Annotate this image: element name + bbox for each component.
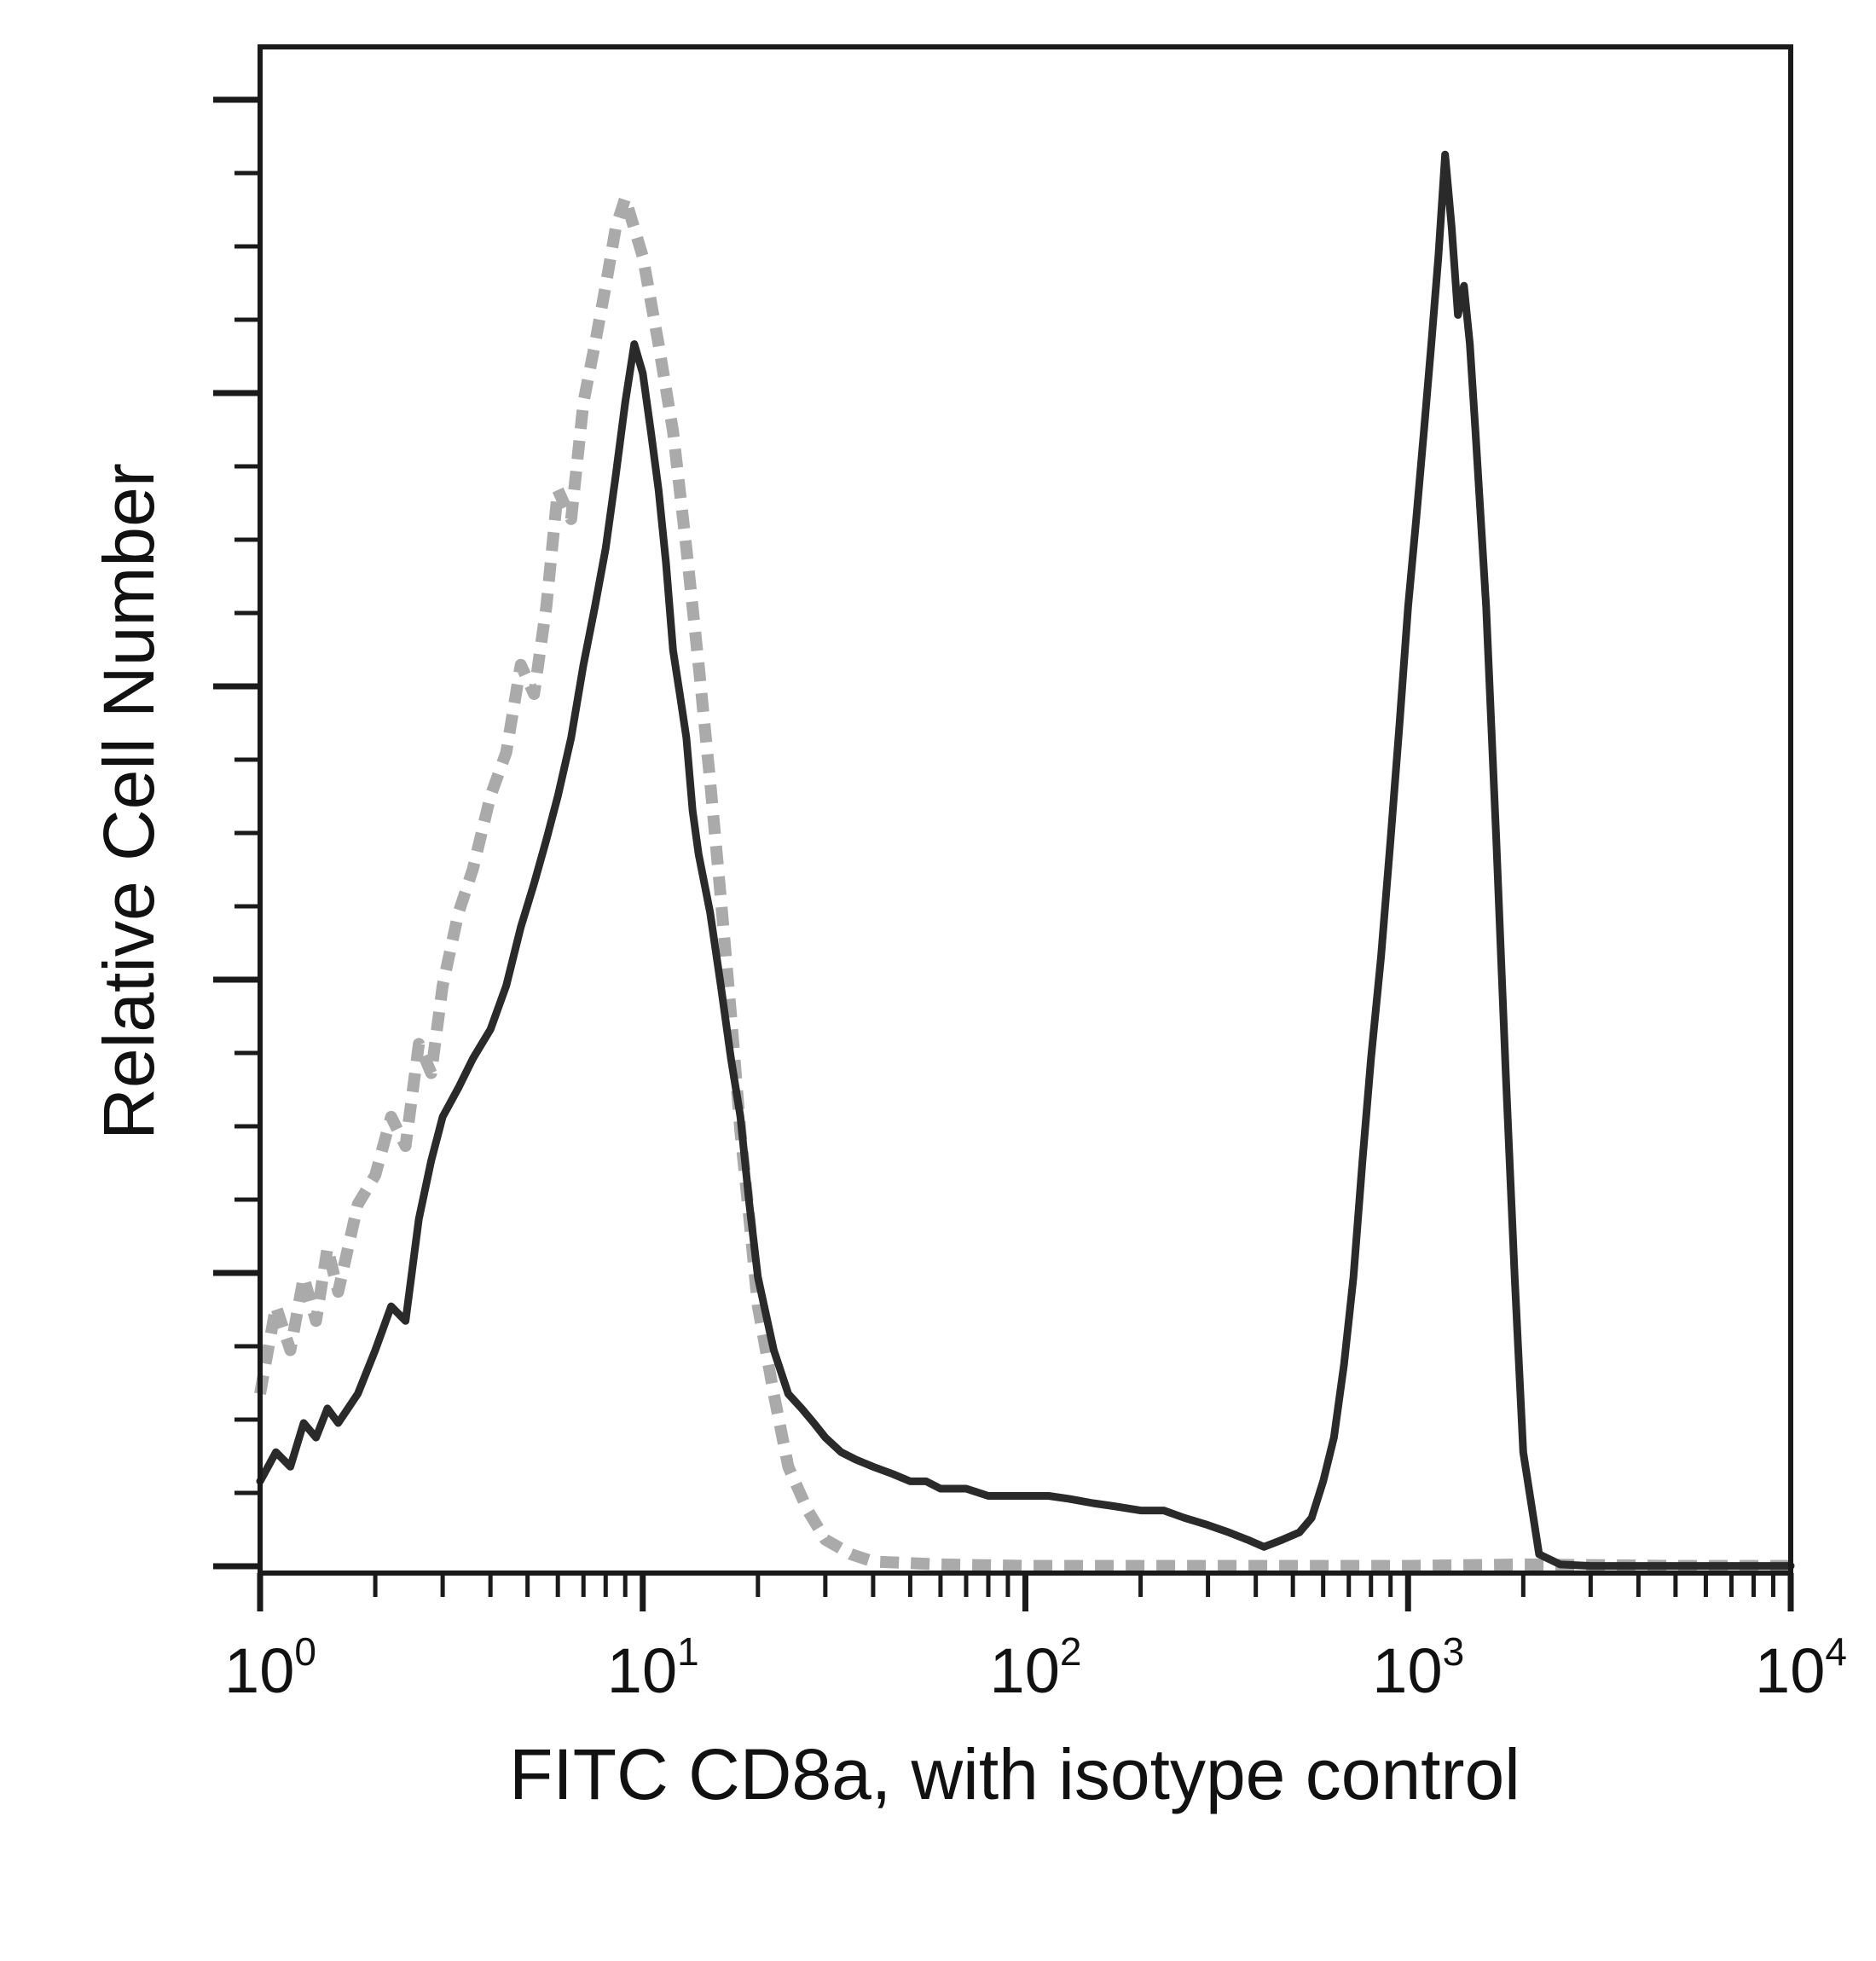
x-tick-label-exponent: 0: [294, 1629, 316, 1674]
x-tick-label-exponent: 2: [1060, 1629, 1082, 1674]
x-axis-tick-labels: 100 101 102 103 104: [224, 1629, 1847, 1706]
x-axis-ticks: [257, 1573, 1794, 1611]
x-tick-label-base: 10: [607, 1635, 677, 1706]
x-tick-label: 102: [990, 1629, 1082, 1706]
x-tick-label: 104: [1755, 1629, 1847, 1706]
x-axis-label: FITC CD8a, with isotype control: [509, 1734, 1520, 1814]
x-tick-label-exponent: 4: [1825, 1629, 1847, 1674]
x-tick-label-exponent: 1: [677, 1629, 699, 1674]
y-axis-label: Relative Cell Number: [89, 463, 169, 1140]
x-tick-label: 103: [1372, 1629, 1464, 1706]
x-tick-label-base: 10: [990, 1635, 1060, 1706]
cd8a-series-line: [256, 150, 1795, 1571]
y-axis-ticks: [213, 96, 260, 1570]
series-layer: [254, 150, 1795, 1572]
x-tick-label-exponent: 3: [1443, 1629, 1465, 1674]
x-tick-label-base: 10: [1755, 1635, 1825, 1706]
x-tick-label-base: 10: [224, 1635, 294, 1706]
plot-frame: [258, 44, 1793, 1576]
x-tick-label: 101: [607, 1629, 699, 1706]
x-tick-label-base: 10: [1372, 1635, 1442, 1706]
x-tick-label: 100: [224, 1629, 316, 1706]
isotype-control-series-line: [254, 192, 1791, 1572]
